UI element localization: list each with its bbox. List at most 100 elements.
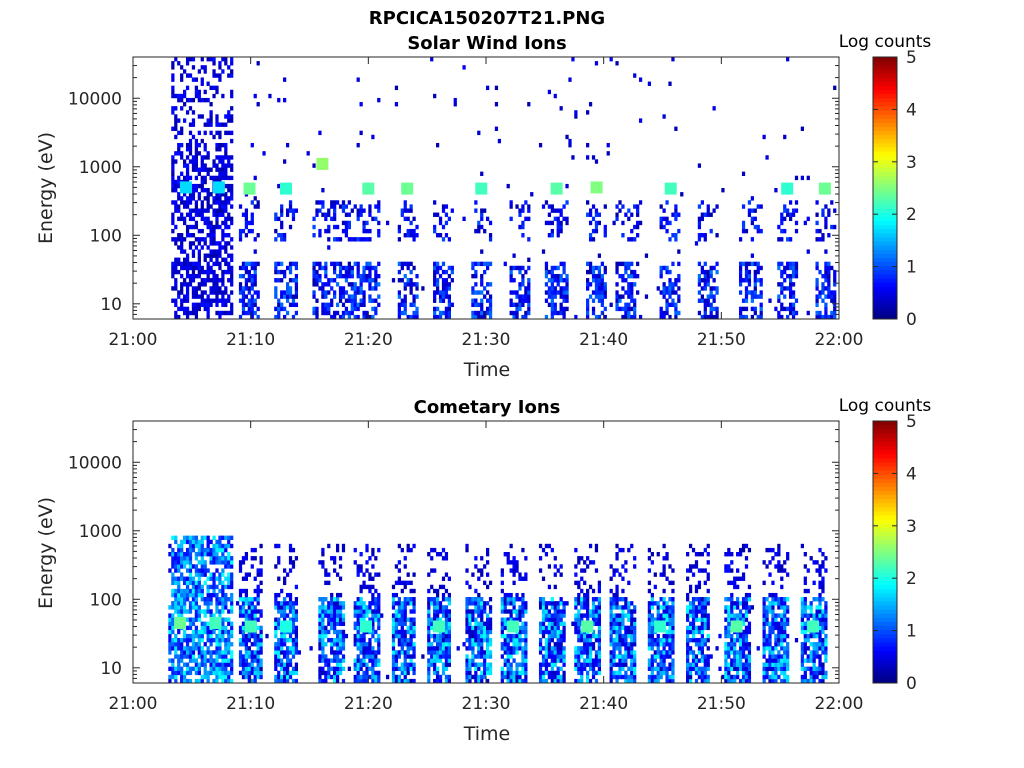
spectrogram-cell [609,629,613,635]
spectrogram-cell [480,572,484,577]
spectrogram-cell [591,646,596,651]
spectrogram-cell [338,609,343,614]
spectrogram-cell [506,633,510,639]
spectrogram-cell [215,568,219,573]
spectrogram-cell [465,625,469,631]
spectrogram-cell [594,662,599,667]
spectrogram-cell [821,233,825,238]
spectrogram-cell [247,278,251,283]
spectrogram-cell [577,556,581,561]
spectrogram-cell [285,282,290,287]
spectrogram-cell [627,625,631,631]
spectrogram-cell [759,302,763,308]
spectrogram-cell [480,261,484,267]
spectrogram-cell [174,666,178,672]
spectrogram-cell [368,605,372,610]
spectrogram-cell [227,670,231,676]
spectrogram-cell [627,282,631,287]
spectrogram-cell [624,678,628,684]
spectrogram-cell [509,290,513,295]
spectrogram-cell [191,597,196,602]
spectrogram-cell [515,265,519,271]
spectrogram-cell [174,118,178,123]
spectrogram-cell [412,646,416,651]
spectrogram-cell [250,282,254,287]
spectrogram-cell [659,290,663,295]
spectrogram-cell [621,273,625,279]
spectrogram-cell [827,286,831,291]
spectrogram-cell [541,576,546,581]
spectrogram-cell [627,547,631,553]
spectrogram-cell [215,130,219,136]
spectrogram-cell [368,576,372,581]
spectrogram-cell [583,642,587,647]
spectrogram-cell [291,629,296,635]
spectrogram-cell [621,294,625,299]
spectrogram-cell [783,204,787,209]
spectrogram-cell [191,535,196,541]
spectrogram-cell [627,290,631,295]
spectrogram-cell [353,204,357,209]
spectrogram-cell [227,212,231,217]
spectrogram-cell [671,290,675,295]
spectrogram-cell [200,584,204,590]
spectrogram-cell [194,155,199,160]
spectrogram-cell [580,617,584,622]
spectrogram-cell [500,678,504,684]
spectrogram-cell [374,278,378,283]
spectrogram-cell [238,654,243,659]
spectrogram-cell [221,237,225,242]
spectrogram-cell [230,306,234,312]
spectrogram-cell [468,621,472,626]
spectrogram-cell [441,298,446,303]
spectrogram-cell [662,597,666,602]
spectrogram-cell [218,310,222,316]
spectrogram-cell [624,290,628,295]
spectrogram-cell [335,605,340,610]
spectrogram-cell [703,302,707,308]
spectrogram-cell [168,605,172,610]
spectrogram-cell [430,584,434,590]
spectrogram-cell [188,273,193,279]
spectrogram-cell [780,228,784,234]
spectrogram-cell [209,265,213,271]
spectrogram-cell [353,282,357,287]
spectrogram-cell [268,93,272,99]
spectrogram-cell [544,269,549,275]
spectrogram-cell [659,650,663,655]
spectrogram-cell [197,282,201,287]
spectrogram-cell [435,282,440,287]
spectrogram-cell [438,265,443,271]
spectrogram-cell [656,642,660,647]
spectrogram-cell [827,290,831,295]
spectrogram-cell [385,674,390,680]
spectrogram-cell [412,605,416,610]
spectrogram-cell [744,314,749,320]
spectrogram-cell [188,543,193,549]
spectrogram-cell [335,609,340,614]
spectrogram-cell [183,265,187,271]
spectrogram-cell [738,265,743,271]
spectrogram-cell [171,670,175,676]
spectrogram-cell [218,298,222,303]
spectrogram-cell [433,547,437,553]
spectrogram-cell [244,654,249,659]
spectrogram-cell [333,613,337,618]
spectrogram-cell [180,237,184,242]
spectrogram-cell [194,220,199,226]
spectrogram-cell [438,633,443,639]
spectrogram-cell [538,678,543,684]
spectrogram-cell [341,654,346,659]
spectrogram-cell [636,208,640,213]
spectrogram-cell [588,261,593,267]
spectrogram-cell [194,77,199,82]
spectrogram-cell [183,204,187,209]
spectrogram-cell [480,637,484,643]
spectrogram-cell [253,547,257,553]
spectrogram-cell [618,261,622,267]
spectrogram-cell [215,122,219,127]
spectrogram-cell [709,228,713,234]
spectrogram-cell [188,106,193,111]
spectrogram-cell [512,560,516,565]
spectrogram-cell [341,302,346,308]
